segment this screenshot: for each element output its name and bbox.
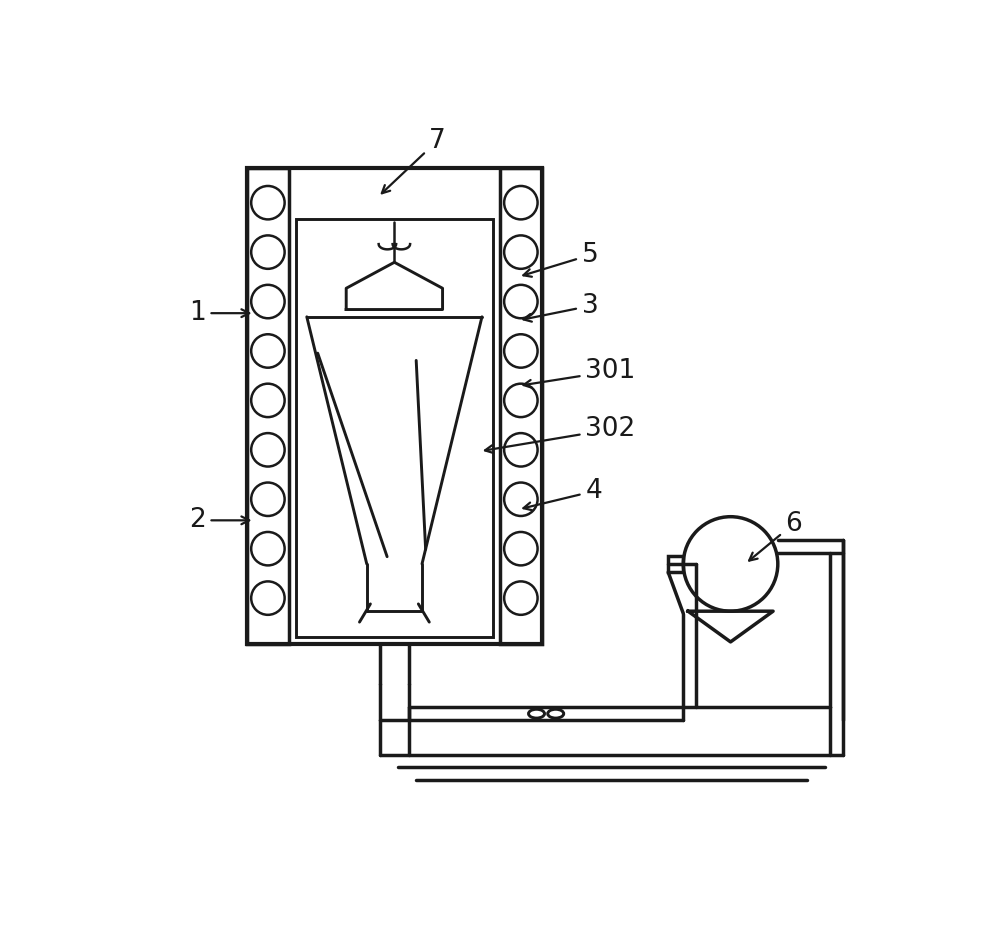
Text: 302: 302 [485,416,635,453]
Bar [247,168,289,644]
Bar [247,168,542,644]
Bar [500,168,542,644]
Text: 3: 3 [523,293,598,322]
Text: 7: 7 [382,127,446,194]
Bar [296,219,493,636]
Text: 1: 1 [189,300,249,327]
Text: 5: 5 [523,242,598,277]
Bar [668,556,683,572]
Text: 2: 2 [189,507,249,533]
Text: 4: 4 [523,479,602,510]
Text: 301: 301 [524,359,635,388]
Text: 6: 6 [749,511,802,561]
